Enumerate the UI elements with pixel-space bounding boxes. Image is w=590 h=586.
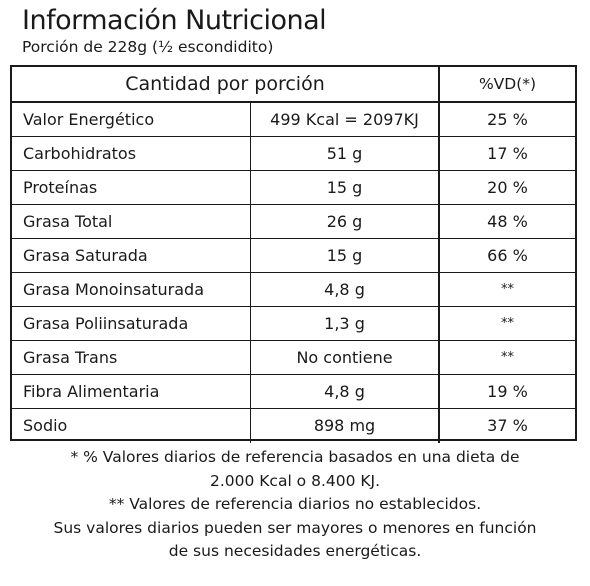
table-body: Valor Energético 499 Kcal = 2097KJ 25 % …	[12, 103, 575, 443]
daily-value-header: %VD(*)	[478, 75, 537, 93]
nutrition-table: Cantidad por porción %VD(*) Valor Energé…	[10, 65, 577, 443]
nutrient-amount: 51 g	[251, 137, 440, 170]
nutrient-daily-value: **	[501, 316, 514, 331]
footnote-not-established: ** Valores de referencia diarios no esta…	[108, 495, 482, 513]
nutrient-name: Grasa Monoinsaturada	[12, 273, 251, 306]
nutrient-daily-value: 17 %	[487, 144, 528, 163]
nutrient-name: Sodio	[12, 409, 251, 443]
footnote-variation-cont: de sus necesidades energéticas.	[168, 542, 422, 560]
amount-per-serving-header: Cantidad por porción	[12, 67, 440, 101]
table-row: Grasa Poliinsaturada 1,3 g **	[12, 307, 575, 341]
nutrient-amount: 4,8 g	[251, 375, 440, 408]
table-row: Grasa Monoinsaturada 4,8 g **	[12, 273, 575, 307]
nutrient-daily-value: 37 %	[487, 416, 528, 435]
page-title: Información Nutricional	[22, 5, 327, 36]
nutrient-name: Valor Energético	[12, 103, 251, 136]
nutrient-name: Grasa Total	[12, 205, 251, 238]
nutrient-amount: 898 mg	[251, 409, 440, 443]
table-row: Grasa Total 26 g 48 %	[12, 205, 575, 239]
nutrient-amount: 15 g	[251, 171, 440, 204]
serving-size: Porción de 228g (½ escondidito)	[22, 38, 274, 56]
nutrient-daily-value: 20 %	[487, 178, 528, 197]
nutrient-name: Proteínas	[12, 171, 251, 204]
footnote-daily-value-basis: * % Valores diarios de referencia basado…	[70, 448, 520, 466]
nutrient-amount: 499 Kcal = 2097KJ	[251, 103, 440, 136]
nutrient-name: Grasa Trans	[12, 341, 251, 374]
nutrient-amount: No contiene	[251, 341, 440, 374]
nutrient-amount: 15 g	[251, 239, 440, 272]
table-row: Proteínas 15 g 20 %	[12, 171, 575, 205]
nutrient-amount: 1,3 g	[251, 307, 440, 340]
nutrient-daily-value: 66 %	[487, 246, 528, 265]
table-row: Carbohidratos 51 g 17 %	[12, 137, 575, 171]
table-header: Cantidad por porción %VD(*)	[12, 67, 575, 103]
nutrient-amount: 26 g	[251, 205, 440, 238]
footnote-daily-value-basis-cont: 2.000 Kcal o 8.400 KJ.	[209, 471, 381, 490]
nutrient-daily-value: 19 %	[487, 382, 528, 401]
table-row: Grasa Trans No contiene **	[12, 341, 575, 375]
nutrient-name: Grasa Saturada	[12, 239, 251, 272]
table-row: Valor Energético 499 Kcal = 2097KJ 25 %	[12, 103, 575, 137]
table-row: Sodio 898 mg 37 %	[12, 409, 575, 443]
nutrient-daily-value: **	[501, 282, 514, 297]
table-row: Fibra Alimentaria 4,8 g 19 %	[12, 375, 575, 409]
nutrient-daily-value: 25 %	[487, 110, 528, 129]
nutrient-name: Grasa Poliinsaturada	[12, 307, 251, 340]
nutrient-daily-value: 48 %	[487, 212, 528, 231]
nutrient-name: Carbohidratos	[12, 137, 251, 170]
nutrient-amount: 4,8 g	[251, 273, 440, 306]
footnote-variation: Sus valores diarios pueden ser mayores o…	[53, 518, 537, 537]
table-row: Grasa Saturada 15 g 66 %	[12, 239, 575, 273]
nutrient-daily-value: **	[501, 350, 514, 365]
nutrient-name: Fibra Alimentaria	[12, 375, 251, 408]
footnotes: * % Valores diarios de referencia basado…	[0, 446, 590, 564]
